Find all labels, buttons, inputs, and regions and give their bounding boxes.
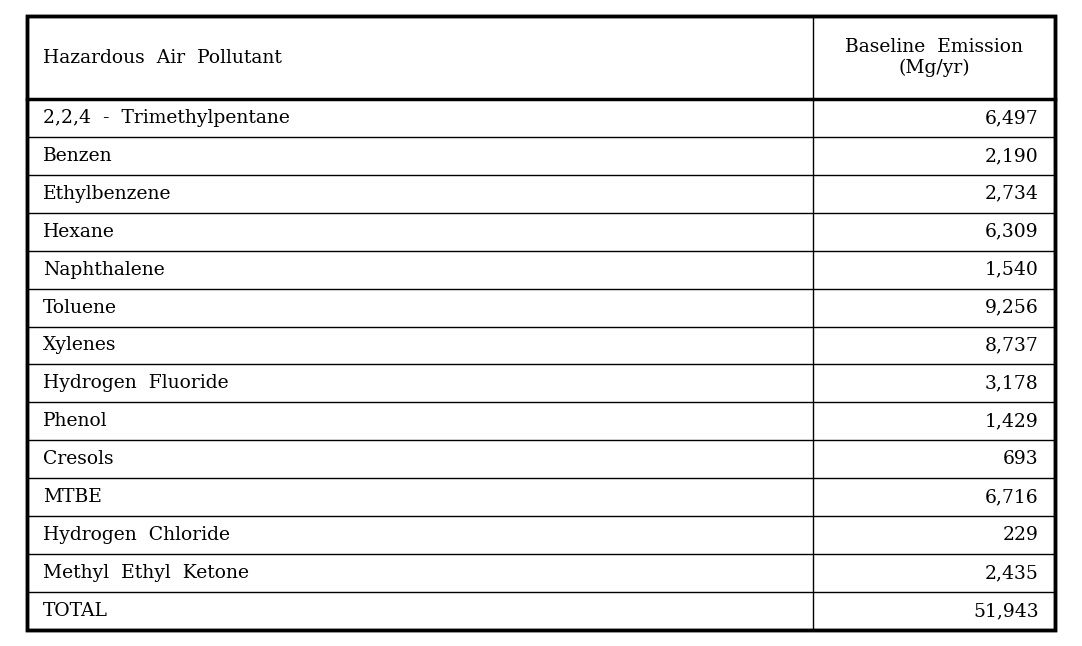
Text: 2,734: 2,734	[985, 185, 1039, 203]
Text: 6,716: 6,716	[985, 488, 1039, 506]
Text: 8,737: 8,737	[985, 337, 1039, 355]
Text: Benzen: Benzen	[43, 147, 113, 165]
Text: 3,178: 3,178	[985, 375, 1039, 392]
Text: 2,2,4  -  Trimethylpentane: 2,2,4 - Trimethylpentane	[43, 109, 290, 127]
Text: 229: 229	[1003, 526, 1039, 544]
Text: Hydrogen  Fluoride: Hydrogen Fluoride	[43, 375, 229, 392]
Text: Methyl  Ethyl  Ketone: Methyl Ethyl Ketone	[43, 564, 249, 582]
Text: Cresols: Cresols	[43, 450, 114, 468]
Text: Xylenes: Xylenes	[43, 337, 117, 355]
Text: 2,435: 2,435	[985, 564, 1039, 582]
Text: 1,540: 1,540	[985, 260, 1039, 278]
Text: Hexane: Hexane	[43, 223, 115, 241]
Text: 6,497: 6,497	[985, 109, 1039, 127]
Text: Ethylbenzene: Ethylbenzene	[43, 185, 172, 203]
Text: Hydrogen  Chloride: Hydrogen Chloride	[43, 526, 230, 544]
Text: 2,190: 2,190	[985, 147, 1039, 165]
Text: Hazardous  Air  Pollutant: Hazardous Air Pollutant	[43, 48, 282, 67]
Text: 1,429: 1,429	[985, 412, 1039, 430]
Text: MTBE: MTBE	[43, 488, 102, 506]
Text: TOTAL: TOTAL	[43, 602, 108, 620]
Text: 6,309: 6,309	[985, 223, 1039, 241]
Text: Naphthalene: Naphthalene	[43, 260, 166, 278]
Text: 693: 693	[1003, 450, 1039, 468]
Text: 9,256: 9,256	[985, 298, 1039, 317]
Text: Phenol: Phenol	[43, 412, 108, 430]
Text: 51,943: 51,943	[973, 602, 1039, 620]
Text: Baseline  Emission
(Mg/yr): Baseline Emission (Mg/yr)	[845, 38, 1024, 77]
Text: Toluene: Toluene	[43, 298, 117, 317]
